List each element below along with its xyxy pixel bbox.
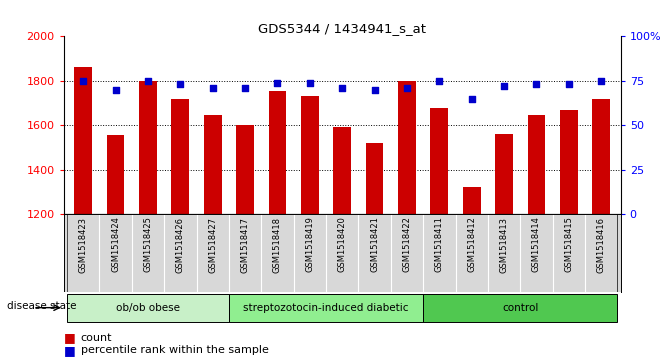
Point xyxy=(596,78,607,84)
Bar xyxy=(229,294,423,322)
Bar xyxy=(301,96,319,214)
Bar xyxy=(236,125,254,214)
Text: GSM1518411: GSM1518411 xyxy=(435,216,444,272)
Point xyxy=(337,85,348,91)
Bar xyxy=(107,135,124,214)
Bar xyxy=(398,81,416,214)
Text: ob/ob obese: ob/ob obese xyxy=(116,303,180,313)
Text: GSM1518418: GSM1518418 xyxy=(273,216,282,273)
Text: GSM1518414: GSM1518414 xyxy=(532,216,541,272)
Title: GDS5344 / 1434941_s_at: GDS5344 / 1434941_s_at xyxy=(258,22,426,35)
Bar xyxy=(204,115,221,214)
Text: disease state: disease state xyxy=(7,301,76,311)
Text: GSM1518427: GSM1518427 xyxy=(208,216,217,273)
Text: GSM1518421: GSM1518421 xyxy=(370,216,379,272)
Point xyxy=(142,78,153,84)
Point xyxy=(564,81,574,87)
Text: ■: ■ xyxy=(64,344,76,357)
Point xyxy=(531,81,542,87)
Text: GSM1518424: GSM1518424 xyxy=(111,216,120,272)
Bar xyxy=(366,143,384,214)
Point xyxy=(78,78,89,84)
Text: GSM1518415: GSM1518415 xyxy=(564,216,573,272)
Point xyxy=(499,83,509,89)
Text: count: count xyxy=(81,333,112,343)
Point xyxy=(207,85,218,91)
Text: GSM1518417: GSM1518417 xyxy=(241,216,250,273)
Point xyxy=(466,95,477,101)
Text: streptozotocin-induced diabetic: streptozotocin-induced diabetic xyxy=(244,303,409,313)
Text: GSM1518413: GSM1518413 xyxy=(500,216,509,273)
Bar xyxy=(560,110,578,214)
Point xyxy=(369,87,380,93)
Text: GSM1518412: GSM1518412 xyxy=(467,216,476,272)
Text: ■: ■ xyxy=(64,331,76,344)
Bar xyxy=(171,99,189,214)
Point xyxy=(110,87,121,93)
Point xyxy=(434,78,445,84)
Bar xyxy=(268,91,287,214)
Bar xyxy=(463,187,480,214)
Text: GSM1518419: GSM1518419 xyxy=(305,216,314,272)
Text: percentile rank within the sample: percentile rank within the sample xyxy=(81,345,268,355)
Point xyxy=(305,79,315,85)
Point xyxy=(402,85,413,91)
Text: control: control xyxy=(502,303,539,313)
Text: GSM1518420: GSM1518420 xyxy=(338,216,347,272)
Bar xyxy=(333,127,351,214)
Text: GSM1518416: GSM1518416 xyxy=(597,216,606,273)
Bar xyxy=(592,99,610,214)
Bar xyxy=(430,108,448,214)
Text: GSM1518426: GSM1518426 xyxy=(176,216,185,273)
Text: GSM1518422: GSM1518422 xyxy=(403,216,411,272)
Bar xyxy=(74,67,92,214)
Point xyxy=(240,85,250,91)
Bar xyxy=(527,115,546,214)
Point xyxy=(175,81,186,87)
Bar xyxy=(495,134,513,214)
Bar xyxy=(67,294,229,322)
Point xyxy=(272,79,282,85)
Text: GSM1518423: GSM1518423 xyxy=(79,216,88,273)
Text: GSM1518425: GSM1518425 xyxy=(144,216,152,272)
Bar xyxy=(139,81,157,214)
Bar xyxy=(423,294,617,322)
